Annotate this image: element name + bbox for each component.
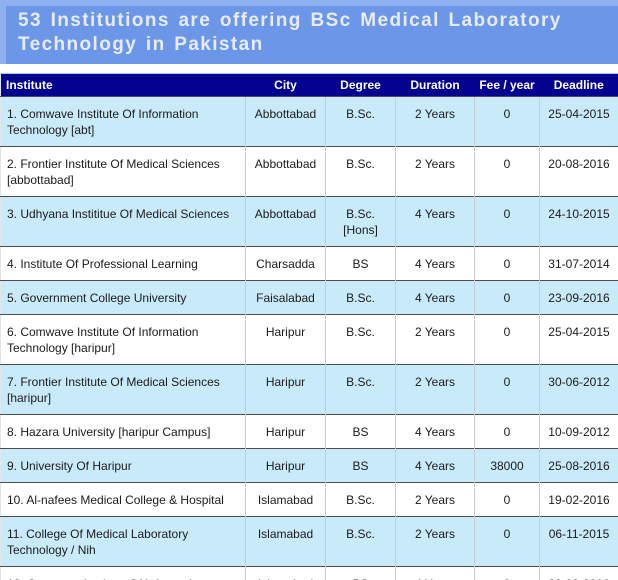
table-row: 7. Frontier Institute Of Medical Science… xyxy=(0,364,618,415)
fee-cell: 0 xyxy=(474,314,540,365)
column-header-degree: Degree xyxy=(325,73,396,97)
fee-cell: 0 xyxy=(474,96,540,147)
title-banner: 53 Institutions are offering BSc Medical… xyxy=(0,0,618,64)
fee-cell: 0 xyxy=(474,146,540,197)
column-header-deadline: Deadline xyxy=(539,73,618,97)
table-row: 4. Institute Of Professional Learning Ch… xyxy=(0,246,618,281)
page-title: 53 Institutions are offering BSc Medical… xyxy=(18,9,610,57)
deadline-cell: 10-09-2012 xyxy=(539,414,618,449)
duration-cell: 2 Years xyxy=(395,364,475,415)
city-cell: Haripur xyxy=(245,448,326,483)
fee-cell: 0 xyxy=(474,280,540,315)
table-row: 3. Udhyana Instititue Of Medical Science… xyxy=(0,196,618,247)
fee-cell: 0 xyxy=(474,414,540,449)
institute-cell: 4. Institute Of Professional Learning xyxy=(0,246,246,281)
column-header-institute: Institute xyxy=(0,73,246,97)
institute-cell: 11. College Of Medical Laboratory Techno… xyxy=(0,516,246,567)
duration-cell: 2 Years xyxy=(395,314,475,365)
fee-cell: 0 xyxy=(474,566,540,580)
city-cell: Haripur xyxy=(245,314,326,365)
city-cell: Islamabad xyxy=(245,566,326,580)
degree-cell: B.Sc. [Hons] xyxy=(325,196,396,247)
city-cell: Haripur xyxy=(245,414,326,449)
degree-cell: BS xyxy=(325,414,396,449)
duration-cell: 2 Years xyxy=(395,146,475,197)
duration-cell: 2 Years xyxy=(395,516,475,567)
deadline-cell: 25-04-2015 xyxy=(539,314,618,365)
table-row: 10. Al-nafees Medical College & Hospital… xyxy=(0,482,618,517)
table-row: 2. Frontier Institute Of Medical Science… xyxy=(0,146,618,197)
duration-cell: 2 Years xyxy=(395,482,475,517)
degree-cell: B.Sc. xyxy=(325,146,396,197)
institutions-table: Institute City Degree Duration Fee / yea… xyxy=(0,73,618,580)
fee-cell: 0 xyxy=(474,246,540,281)
deadline-cell: 24-10-2015 xyxy=(539,196,618,247)
deadline-cell: 20-09-2016 xyxy=(539,566,618,580)
institute-cell: 10. Al-nafees Medical College & Hospital xyxy=(0,482,246,517)
degree-cell: B.Sc. xyxy=(325,482,396,517)
degree-cell: B.Sc. xyxy=(325,516,396,567)
fee-cell: 38000 xyxy=(474,448,540,483)
degree-cell: B.Sc. xyxy=(325,364,396,415)
table-row: 6. Comwave Institute Of Information Tech… xyxy=(0,314,618,365)
duration-cell: 4 Years xyxy=(395,566,475,580)
city-cell: Islamabad xyxy=(245,482,326,517)
column-header-fee: Fee / year xyxy=(474,73,540,97)
deadline-cell: 19-02-2016 xyxy=(539,482,618,517)
institute-cell: 8. Hazara University [haripur Campus] xyxy=(0,414,246,449)
table-header-row: Institute City Degree Duration Fee / yea… xyxy=(0,73,618,97)
table-row: 5. Government College University Faisala… xyxy=(0,280,618,315)
table-row: 11. College Of Medical Laboratory Techno… xyxy=(0,516,618,567)
duration-cell: 4 Years xyxy=(395,448,475,483)
deadline-cell: 30-06-2012 xyxy=(539,364,618,415)
institute-cell: 3. Udhyana Instititue Of Medical Science… xyxy=(0,196,246,247)
duration-cell: 2 Years xyxy=(395,96,475,147)
title-banner-panel: 53 Institutions are offering BSc Medical… xyxy=(6,6,618,64)
deadline-cell: 06-11-2015 xyxy=(539,516,618,567)
deadline-cell: 31-07-2014 xyxy=(539,246,618,281)
table-row: 12. Comwave Institute Of Information Tec… xyxy=(0,566,618,580)
table-row: 1. Comwave Institute Of Information Tech… xyxy=(0,96,618,147)
city-cell: Charsadda xyxy=(245,246,326,281)
deadline-cell: 23-09-2016 xyxy=(539,280,618,315)
duration-cell: 4 Years xyxy=(395,414,475,449)
city-cell: Islamabad xyxy=(245,516,326,567)
duration-cell: 4 Years xyxy=(395,246,475,281)
institute-cell: 1. Comwave Institute Of Information Tech… xyxy=(0,96,246,147)
city-cell: Faisalabad xyxy=(245,280,326,315)
degree-cell: B.Sc. xyxy=(325,314,396,365)
degree-cell: BS xyxy=(325,246,396,281)
fee-cell: 0 xyxy=(474,196,540,247)
deadline-cell: 25-04-2015 xyxy=(539,96,618,147)
deadline-cell: 20-08-2016 xyxy=(539,146,618,197)
city-cell: Abbottabad xyxy=(245,146,326,197)
institute-cell: 2. Frontier Institute Of Medical Science… xyxy=(0,146,246,197)
institute-cell: 12. Comwave Institute Of Information Tec… xyxy=(0,566,246,580)
page-title-line2: Technology in Pakistan xyxy=(18,34,264,55)
institute-cell: 7. Frontier Institute Of Medical Science… xyxy=(0,364,246,415)
column-header-duration: Duration xyxy=(395,73,475,97)
institute-cell: 6. Comwave Institute Of Information Tech… xyxy=(0,314,246,365)
duration-cell: 4 Years xyxy=(395,196,475,247)
deadline-cell: 25-08-2016 xyxy=(539,448,618,483)
table-row: 9. University Of Haripur Haripur BS 4 Ye… xyxy=(0,448,618,483)
institute-cell: 5. Government College University xyxy=(0,280,246,315)
fee-cell: 0 xyxy=(474,516,540,567)
page-title-line1: 53 Institutions are offering BSc Medical… xyxy=(18,10,562,31)
table-row: 8. Hazara University [haripur Campus] Ha… xyxy=(0,414,618,449)
institute-cell: 9. University Of Haripur xyxy=(0,448,246,483)
degree-cell: BS xyxy=(325,566,396,580)
degree-cell: B.Sc. xyxy=(325,280,396,315)
city-cell: Abbottabad xyxy=(245,96,326,147)
degree-cell: B.Sc. xyxy=(325,96,396,147)
city-cell: Haripur xyxy=(245,364,326,415)
column-header-city: City xyxy=(245,73,326,97)
fee-cell: 0 xyxy=(474,482,540,517)
fee-cell: 0 xyxy=(474,364,540,415)
degree-cell: BS xyxy=(325,448,396,483)
duration-cell: 4 Years xyxy=(395,280,475,315)
city-cell: Abbottabad xyxy=(245,196,326,247)
